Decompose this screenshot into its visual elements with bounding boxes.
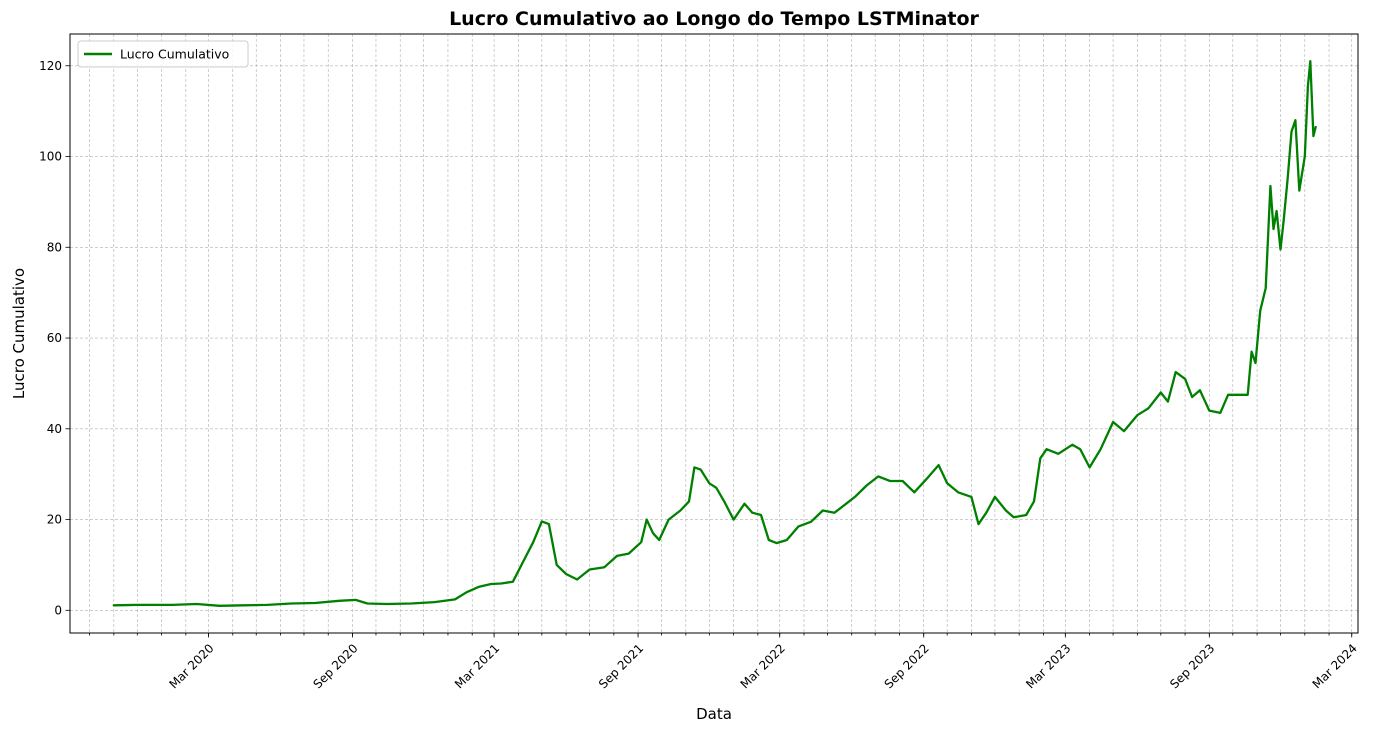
- y-tick-label: 20: [47, 513, 62, 527]
- legend: Lucro Cumulativo: [77, 40, 249, 68]
- y-tick-label: 40: [47, 422, 62, 436]
- y-tick-label: 120: [39, 59, 62, 73]
- legend-box: [77, 40, 249, 68]
- x-axis-label: Data: [696, 705, 732, 723]
- legend-label: Lucro Cumulativo: [120, 47, 229, 62]
- series-layer: [112, 60, 1317, 607]
- y-tick-label: 80: [47, 240, 62, 254]
- y-axis-label: Lucro Cumulativo: [10, 268, 28, 399]
- y-tick-label: 0: [54, 603, 62, 617]
- y-tick-label: 100: [39, 150, 62, 164]
- y-tick-label: 60: [47, 331, 62, 345]
- series-line-lucro-cumulativo: [112, 60, 1317, 607]
- plot-frame: [69, 33, 1359, 634]
- chart-title: Lucro Cumulativo ao Longo do Tempo LSTMi…: [449, 8, 979, 30]
